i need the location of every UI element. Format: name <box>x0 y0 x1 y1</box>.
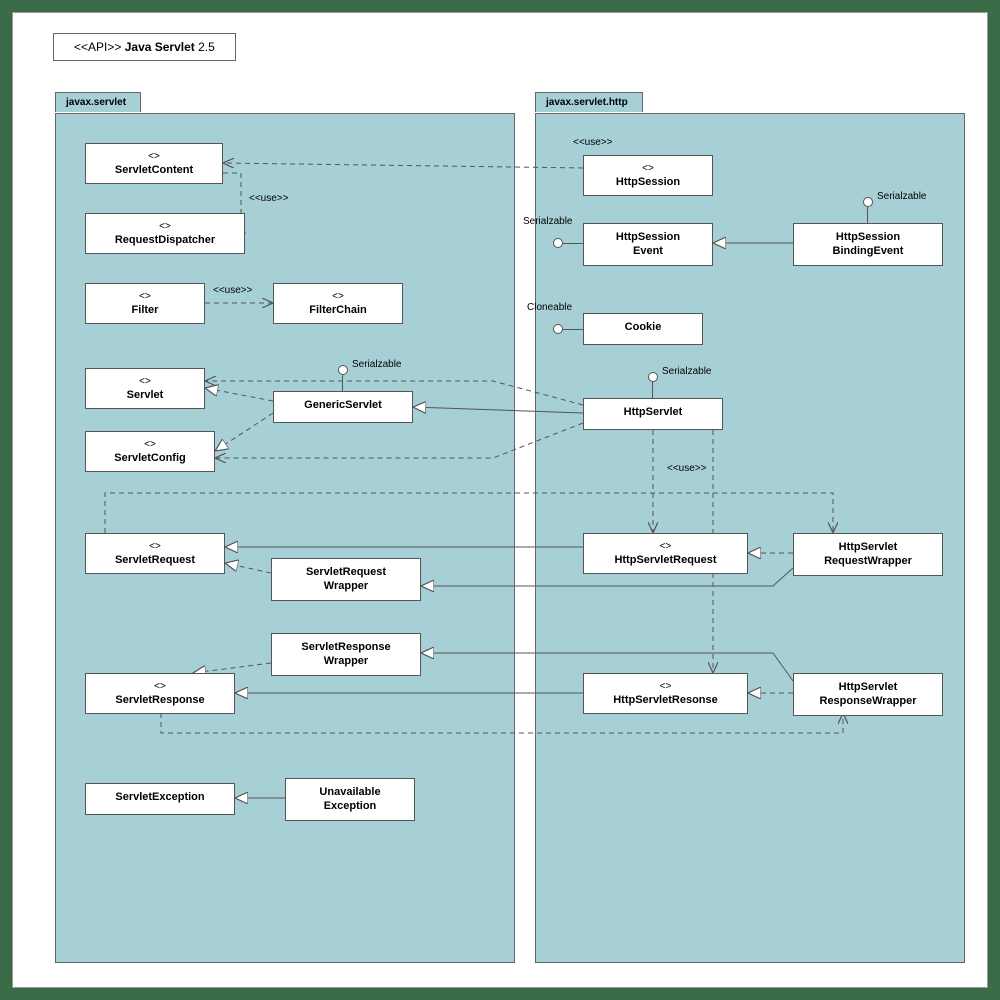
class-name: ServletResponse <box>90 693 230 707</box>
class-name: ServletResponseWrapper <box>276 640 416 669</box>
class-name: Filter <box>90 303 200 317</box>
class-servletcontent: <>ServletContent <box>85 143 223 184</box>
class-servlet: <>Servlet <box>85 368 205 409</box>
class-httpsession: <>HttpSession <box>583 155 713 196</box>
api-version: 2.5 <box>198 40 215 54</box>
class-httpservletresponse: <>HttpServletResonse <box>583 673 748 714</box>
edge-label: <<use>> <box>213 285 252 296</box>
package-tab: javax.servlet <box>55 92 141 112</box>
stereotype: <> <box>278 290 398 303</box>
class-httpservletrequest: <>HttpServletRequest <box>583 533 748 574</box>
stereotype: <> <box>90 220 240 233</box>
class-servletresponsewrapper: ServletResponseWrapper <box>271 633 421 676</box>
lollipop-label: Serialzable <box>523 216 572 227</box>
api-title: <<API>> Java Servlet 2.5 <box>53 33 236 61</box>
class-httpservletrequestwrapper: HttpServletRequestWrapper <box>793 533 943 576</box>
class-filterchain: <>FilterChain <box>273 283 403 324</box>
class-name: HttpSessionEvent <box>588 230 708 259</box>
class-servletrequestwrapper: ServletRequestWrapper <box>271 558 421 601</box>
class-name: GenericServlet <box>278 398 408 412</box>
class-servletexception: ServletException <box>85 783 235 815</box>
class-name: ServletConfig <box>90 451 210 465</box>
class-name: HttpServletRequestWrapper <box>798 540 938 569</box>
class-name: HttpServlet <box>588 405 718 419</box>
edge-label: <<use>> <box>573 137 612 148</box>
diagram-canvas: <<API>> Java Servlet 2.5 javax.servlet ja… <box>12 12 988 988</box>
stereotype: <> <box>90 375 200 388</box>
class-name: HttpSession <box>588 175 708 189</box>
class-httpsessionevent: HttpSessionEvent <box>583 223 713 266</box>
lollipop-label: Serialzable <box>662 366 711 377</box>
class-name: RequestDispatcher <box>90 233 240 247</box>
stereotype: <> <box>588 162 708 175</box>
class-httpservlet: HttpServlet <box>583 398 723 430</box>
stereotype: <> <box>90 150 218 163</box>
edge-label: <<use>> <box>667 463 706 474</box>
class-cookie: Cookie <box>583 313 703 345</box>
class-servletresponse: <>ServletResponse <box>85 673 235 714</box>
class-name: Cookie <box>588 320 698 334</box>
lollipop-label: Cloneable <box>527 302 572 313</box>
class-name: ServletRequestWrapper <box>276 565 416 594</box>
edge-label: <<use>> <box>249 193 288 204</box>
class-name: UnavailableException <box>290 785 410 814</box>
class-name: HttpServletResonse <box>588 693 743 707</box>
class-name: ServletRequest <box>90 553 220 567</box>
class-unavailableexception: UnavailableException <box>285 778 415 821</box>
stereotype: <> <box>90 438 210 451</box>
class-name: Servlet <box>90 388 200 402</box>
class-servletrequest: <>ServletRequest <box>85 533 225 574</box>
lollipop-label: Serialzable <box>877 191 926 202</box>
class-name: FilterChain <box>278 303 398 317</box>
class-requestdispatcher: <>RequestDispatcher <box>85 213 245 254</box>
stereotype: <> <box>90 680 230 693</box>
lollipop-label: Serialzable <box>352 359 401 370</box>
class-httpsessionbindingevent: HttpSessionBindingEvent <box>793 223 943 266</box>
class-genericservlet: GenericServlet <box>273 391 413 423</box>
class-name: ServletException <box>90 790 230 804</box>
stereotype: <> <box>90 290 200 303</box>
class-name: HttpServletRequest <box>588 553 743 567</box>
class-filter: <>Filter <box>85 283 205 324</box>
api-name: Java Servlet <box>125 40 195 54</box>
stereotype: <> <box>588 680 743 693</box>
class-name: HttpSessionBindingEvent <box>798 230 938 259</box>
class-name: ServletContent <box>90 163 218 177</box>
class-name: HttpServletResponseWrapper <box>798 680 938 709</box>
stereotype: <> <box>588 540 743 553</box>
class-httpservletresponsewrapper: HttpServletResponseWrapper <box>793 673 943 716</box>
package-tab: javax.servlet.http <box>535 92 643 112</box>
api-stereotype: <<API>> <box>74 40 121 54</box>
stereotype: <> <box>90 540 220 553</box>
class-servletconfig: <>ServletConfig <box>85 431 215 472</box>
